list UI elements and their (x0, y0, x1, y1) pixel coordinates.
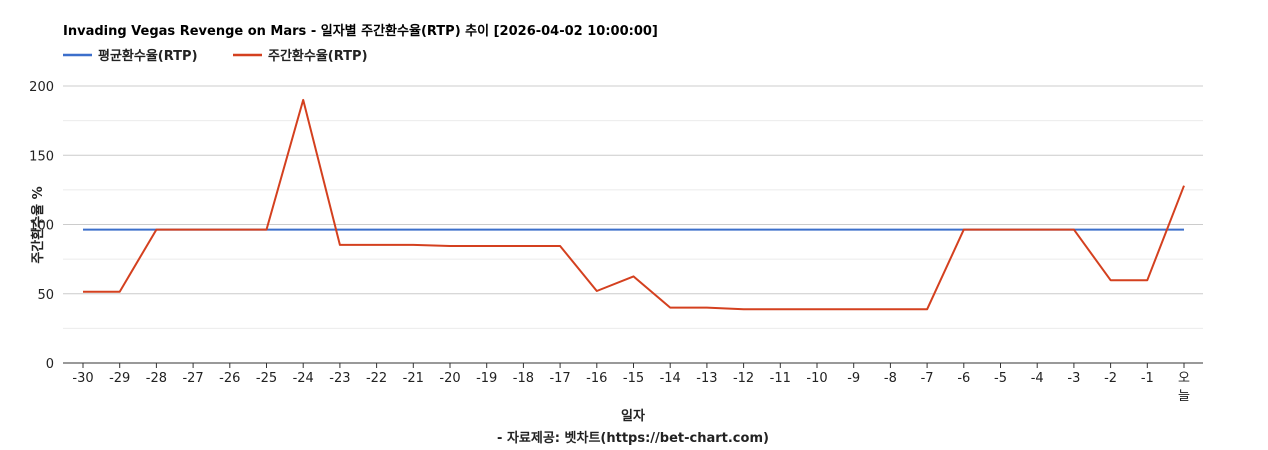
x-tick-label: -3 (1067, 371, 1080, 386)
x-tick-label: -1 (1141, 371, 1154, 386)
x-tick-label: -18 (513, 371, 534, 386)
data-credit: - 자료제공: 벳차트(https://bet-chart.com) (497, 430, 769, 446)
x-tick-label: -20 (439, 371, 460, 386)
x-tick-label: -6 (957, 371, 970, 386)
x-tick-label: -10 (806, 371, 827, 386)
legend-label-average: 평균환수율(RTP) (98, 48, 198, 64)
x-tick-label: -8 (884, 371, 897, 386)
y-tick-label: 100 (29, 219, 54, 234)
x-tick-label: -16 (586, 371, 607, 386)
x-tick-label: -26 (219, 371, 240, 386)
y-tick-label: 50 (37, 288, 54, 303)
x-tick-label: -21 (403, 371, 424, 386)
x-tick-label: -13 (696, 371, 717, 386)
x-tick-label: -30 (72, 371, 93, 386)
x-tick-label: -11 (770, 371, 791, 386)
chart-title: Invading Vegas Revenge on Mars - 일자별 주간환… (63, 23, 658, 39)
x-axis-title: 일자 (621, 409, 645, 424)
x-tick-label: -17 (549, 371, 570, 386)
series-line-weekly[interactable] (83, 98, 1185, 311)
x-tick-label: -28 (146, 371, 167, 386)
x-tick-label: -22 (366, 371, 387, 386)
y-tick-label: 0 (46, 357, 54, 372)
x-tick-label: -24 (293, 371, 314, 386)
legend-label-weekly: 주간환수율(RTP) (268, 48, 368, 64)
x-tick-label: -14 (660, 371, 681, 386)
x-tick-label: -27 (182, 371, 203, 386)
x-tick-label: -2 (1104, 371, 1117, 386)
x-tick-label: -7 (921, 371, 934, 386)
y-tick-label: 150 (29, 149, 54, 164)
y-axis-title: 주간환수율 % (30, 186, 46, 263)
x-tick-label: -12 (733, 371, 754, 386)
x-tick-label: -19 (476, 371, 497, 386)
x-tick-label: -15 (623, 371, 644, 386)
x-tick-label: -5 (994, 371, 1007, 386)
y-axis-ticks: 0 50 100 150 200 (29, 80, 54, 372)
x-tick-label: -29 (109, 371, 130, 386)
legend: 평균환수율(RTP) 주간환수율(RTP) (63, 48, 368, 64)
x-tick-label: -4 (1031, 371, 1044, 386)
x-axis-ticks: -30 -29 -28 -27 -26 -25 -24 -23 -22 -21 -20 -19 -18-… (72, 363, 1190, 404)
x-tick-label: -23 (329, 371, 350, 386)
x-tick-label: -9 (847, 371, 860, 386)
grid-lines (63, 85, 1203, 329)
y-tick-label: 200 (29, 80, 54, 95)
series-layer (83, 98, 1185, 311)
legend-item-average[interactable]: 평균환수율(RTP) (63, 48, 198, 64)
x-tick-label: -25 (256, 371, 277, 386)
legend-item-weekly[interactable]: 주간환수율(RTP) (233, 48, 368, 64)
